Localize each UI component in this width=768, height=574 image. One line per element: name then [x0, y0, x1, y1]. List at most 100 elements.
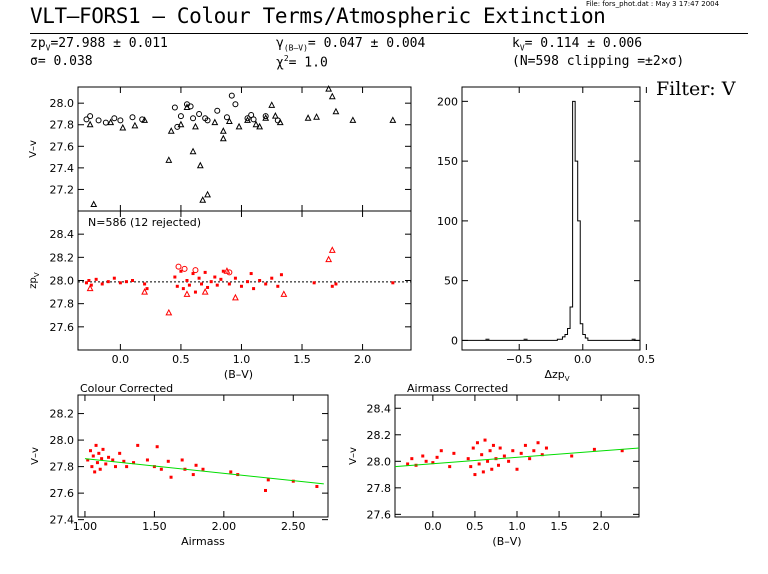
- histogram-xlabel: ΔzpV: [544, 368, 569, 383]
- airmass-corrected-frame: [394, 394, 640, 518]
- airmass-corrected-point: [471, 446, 475, 450]
- airmass-corrected-point: [502, 454, 506, 458]
- middle-panel-point: [141, 287, 149, 295]
- middle-panel-point: [187, 283, 191, 287]
- airmass-corrected-point: [452, 451, 456, 455]
- top-panel-point: [90, 200, 98, 208]
- colour-corrected-point: [98, 467, 102, 471]
- middle-panel-ytick-label: 27.8: [50, 298, 75, 311]
- colour-corrected-point: [315, 485, 319, 488]
- histogram-ytick-label: 100: [437, 215, 458, 228]
- middle-panel-point: [201, 287, 209, 295]
- top-panel-point: [196, 110, 203, 117]
- middle-panel-point: [112, 276, 116, 280]
- gamma-label: γ: [276, 36, 284, 51]
- airmass-corrected-point: [490, 467, 494, 471]
- file-info: File: fors_phot.dat : May 3 17:47 2004: [586, 0, 720, 8]
- clip-readout: (N=598 clipping =±2×σ): [512, 54, 685, 69]
- airmass-corrected-point: [483, 438, 487, 442]
- top-panel-point: [256, 122, 264, 130]
- middle-panel-point: [145, 287, 149, 291]
- middle-panel-point: [181, 287, 185, 291]
- airmass-corrected-point: [421, 454, 425, 458]
- middle-panel-point: [221, 269, 225, 273]
- middle-panel-point: [330, 284, 334, 288]
- colour-corrected-point: [89, 449, 92, 453]
- top-panel-point: [204, 190, 211, 198]
- top-panel-point: [223, 114, 230, 121]
- middle-panel-point: [258, 279, 262, 282]
- top-panel-point: [111, 115, 118, 122]
- airmass-corrected-xlabel: (B–V): [492, 535, 521, 548]
- middle-panel-point: [94, 277, 98, 281]
- top-panel-point: [219, 127, 227, 134]
- airmass-corrected-xtick-label: 0.5: [466, 520, 484, 533]
- colour-corrected-point: [180, 458, 184, 462]
- colour-corrected-xtick-label: 1.00: [73, 520, 98, 533]
- top-panel-point: [190, 115, 197, 122]
- top-panel-point: [141, 116, 149, 123]
- zp-sub: V: [45, 43, 51, 53]
- airmass-corrected-point: [491, 443, 495, 447]
- top-panel-point: [262, 113, 269, 120]
- colour-corrected-xlabel: Airmass: [181, 535, 225, 548]
- colour-corrected-ytick-label: 28.2: [50, 408, 75, 421]
- middle-panel-point: [200, 282, 204, 286]
- top-panel-frame: [77, 86, 412, 212]
- colour-corrected-ytick-label: 27.8: [50, 461, 75, 474]
- top-panel-point: [177, 120, 185, 128]
- histogram-steps: [462, 100, 640, 341]
- top-panel-point: [199, 196, 207, 203]
- airmass-corrected-ytick-label: 28.0: [367, 455, 392, 468]
- middle-panel-xlabel: (B–V): [224, 368, 253, 381]
- middle-panel-ytick-label: 28.0: [50, 275, 75, 288]
- airmass-corrected-point: [592, 447, 596, 451]
- top-panel-ytick-label: 27.6: [50, 140, 75, 153]
- zp-label: zp: [30, 36, 46, 51]
- colour-corrected-point: [159, 467, 163, 471]
- airmass-corrected-point: [431, 461, 435, 465]
- airmass-corrected-point: [406, 462, 410, 466]
- k-readout: kV= 0.114 ± 0.006: [512, 36, 642, 53]
- middle-panel-xtick-label: 2.0: [354, 353, 372, 366]
- middle-panel-point: [118, 281, 122, 285]
- top-panel-point: [211, 118, 219, 126]
- middle-panel-point: [181, 265, 188, 272]
- airmass-corrected-point: [498, 446, 502, 450]
- airmass-corrected-point: [475, 441, 479, 445]
- colour-corrected-point: [91, 454, 95, 458]
- colour-corrected-point: [100, 457, 104, 461]
- top-panel-point: [349, 116, 357, 123]
- airmass-corrected-point: [528, 457, 532, 461]
- top-panel-point: [189, 147, 197, 155]
- top-panel-point: [196, 161, 204, 169]
- airmass-corrected-point: [544, 446, 548, 450]
- colour-corrected-point: [125, 465, 129, 469]
- top-panel-point: [328, 92, 336, 100]
- colour-corrected-point: [97, 451, 101, 455]
- middle-panel-point: [175, 263, 182, 270]
- histogram-frame: [461, 86, 641, 351]
- colour-corrected-point: [118, 451, 122, 455]
- chi-sup: 2: [283, 54, 289, 63]
- colour-corrected-point: [114, 465, 117, 469]
- colour-corrected-point: [201, 467, 205, 471]
- top-panel-point: [117, 117, 124, 124]
- middle-panel-point: [191, 272, 195, 276]
- top-panel-point: [235, 122, 243, 130]
- colour-corrected-point: [111, 458, 115, 462]
- top-panel-point: [131, 121, 139, 129]
- middle-panel-ytick-label: 28.2: [50, 251, 75, 264]
- middle-panel-ytick-label: 27.6: [50, 321, 75, 334]
- airmass-corrected-point: [540, 453, 544, 457]
- airmass-corrected-point: [536, 441, 540, 445]
- airmass-corrected-ytick-label: 27.6: [367, 508, 392, 521]
- top-panel-point: [202, 115, 209, 122]
- histogram-ytick-label: 200: [437, 95, 458, 108]
- middle-panel-point: [249, 272, 253, 276]
- airmass-corrected-xtick-label: 1.0: [508, 520, 526, 533]
- top-panel-point: [268, 101, 276, 108]
- top-panel-point: [252, 120, 260, 128]
- middle-panel-point: [279, 273, 283, 277]
